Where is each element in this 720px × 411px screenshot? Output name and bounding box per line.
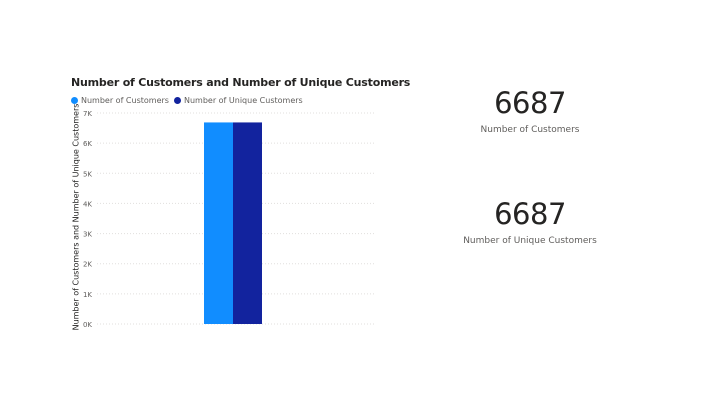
y-tick-label: 3K <box>83 231 92 239</box>
legend-swatch-unique-customers <box>173 96 181 104</box>
y-tick-label: 7K <box>83 110 92 118</box>
legend-item-unique-customers[interactable]: Number of Unique Customers <box>173 95 303 105</box>
bars <box>204 122 262 324</box>
legend-label-unique-customers: Number of Unique Customers <box>183 95 303 105</box>
bar-unique-customers[interactable] <box>233 122 262 324</box>
card-customers-label: Number of Customers <box>480 125 580 135</box>
y-tick-label: 4K <box>83 200 92 208</box>
legend-swatch-customers <box>71 96 78 104</box>
legend-label-customers: Number of Customers <box>81 95 169 105</box>
y-tick-label: 1K <box>83 291 92 299</box>
y-tick-label: 2K <box>83 261 92 269</box>
y-tick-label: 5K <box>83 170 92 178</box>
chart-legend: Number of Customers Number of Unique Cus… <box>71 94 308 106</box>
bar-customers[interactable] <box>204 122 233 324</box>
y-tick-label: 0K <box>83 321 92 329</box>
card-customers-value: 6687 <box>494 86 566 120</box>
y-tick-label: 6K <box>83 140 92 148</box>
card-unique-customers-value: 6687 <box>494 197 566 231</box>
chart-title: Number of Customers and Number of Unique… <box>71 76 411 89</box>
card-unique-customers-label: Number of Unique Customers <box>463 236 597 246</box>
legend-item-customers[interactable]: Number of Customers <box>71 96 169 105</box>
y-axis-ticks: 0K 1K 2K 3K 4K 5K 6K 7K <box>83 110 92 329</box>
